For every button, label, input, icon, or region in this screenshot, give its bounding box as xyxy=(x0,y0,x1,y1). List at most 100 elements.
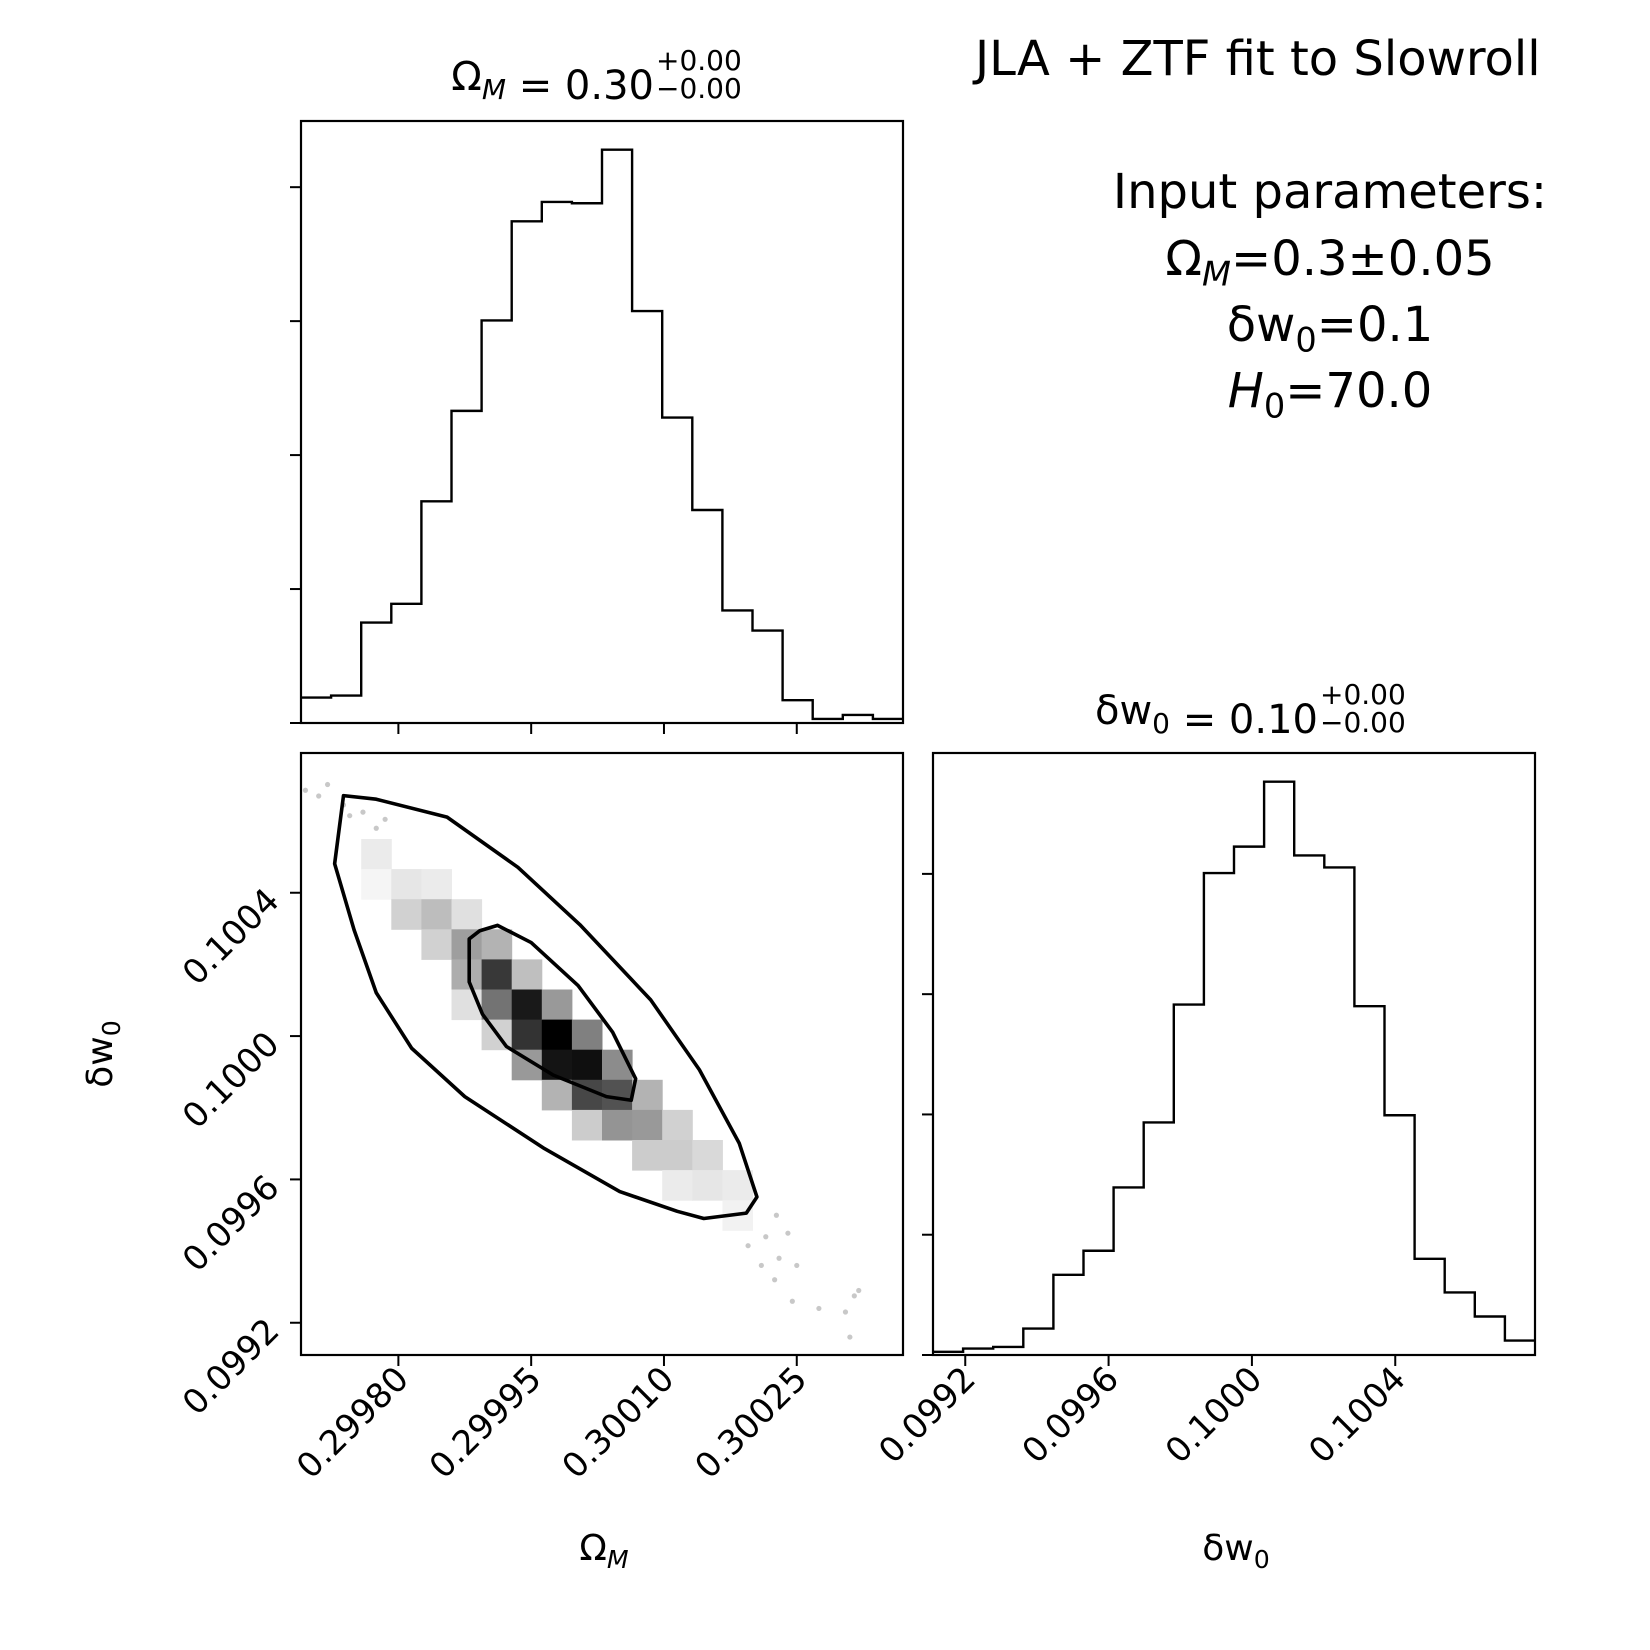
dw-hist-bin-bar xyxy=(1354,1006,1384,1355)
scatter-point xyxy=(842,1309,849,1315)
dw-y-axis-label-subscript: 0 xyxy=(97,1020,126,1036)
omega-m-histogram-panel xyxy=(290,119,905,734)
joint-frame xyxy=(299,751,905,1357)
dw-hist-frame xyxy=(931,751,1537,1357)
scatter-point xyxy=(776,1255,782,1261)
density-cell xyxy=(692,1140,723,1171)
dw-hist-bin-bar xyxy=(1114,1187,1144,1355)
dw-hist-bin-bar xyxy=(1324,867,1354,1355)
density-cell xyxy=(511,1019,543,1051)
dw-hist-bin-bar xyxy=(1084,1251,1114,1355)
omega-hist-bin-bar xyxy=(692,510,722,723)
density-cell xyxy=(571,1019,603,1051)
dw-x-axis-label: δw0 xyxy=(1202,1528,1270,1574)
omega-hist-bin-bar xyxy=(632,311,662,723)
input-parameter-line: δw0=0.1 xyxy=(1227,297,1434,360)
dw-hist-bin-bar xyxy=(1144,1122,1174,1355)
joint-x-tick-label: 0.29980 xyxy=(289,1359,417,1487)
density-cell xyxy=(361,839,392,870)
omega-panel-title: ΩM = 0.30 xyxy=(451,54,654,109)
omega-panel-title-minus-error: −0.00 xyxy=(656,72,742,105)
scatter-point xyxy=(816,1305,822,1312)
omega-hist-series-line xyxy=(301,148,903,721)
scatter-point xyxy=(763,1234,769,1240)
scatter-point xyxy=(847,1334,853,1340)
omega-hist-bin-bar xyxy=(542,202,572,723)
joint-y-tick-label: 0.1004 xyxy=(175,881,287,993)
density-cell xyxy=(662,1170,693,1201)
joint-y-tick-label: 0.0996 xyxy=(175,1167,287,1279)
input-parameter-line-subscript: M xyxy=(1202,255,1231,294)
dw-panel-title-minus-error: −0.00 xyxy=(1320,706,1406,739)
density-cell xyxy=(662,1140,693,1171)
dw-panel-title-value: = 0.10 xyxy=(1170,697,1318,743)
density-cell xyxy=(541,1019,573,1051)
omega-hist-bin-bar xyxy=(722,610,752,723)
dw-y-axis-label-symbol: δw xyxy=(80,1036,121,1087)
omega-panel-title-symbol: Ω xyxy=(451,54,482,100)
omega-hist-bin-bar xyxy=(301,698,331,723)
scatter-point xyxy=(856,1287,862,1294)
density-cell xyxy=(632,1140,663,1171)
dw-hist-bin-bar xyxy=(1204,873,1234,1355)
density-cell xyxy=(692,1170,723,1201)
scatter-point xyxy=(851,1293,857,1299)
density-cell xyxy=(421,929,452,960)
density-cell xyxy=(361,869,392,900)
omega-hist-bin-bar xyxy=(421,501,451,723)
dw-hist-bin-bar xyxy=(1174,1005,1204,1355)
dw-hist-x-tick-label: 0.1004 xyxy=(1301,1359,1413,1471)
density-cell xyxy=(662,1109,693,1141)
omega-hist-bin-bar xyxy=(783,700,813,723)
dw-hist-bin-bar xyxy=(1505,1341,1535,1355)
input-parameter-line-subscript: 0 xyxy=(1295,321,1316,360)
density-cell xyxy=(421,899,452,930)
scatter-point xyxy=(360,809,366,815)
joint-x-tick-label: 0.30010 xyxy=(555,1359,683,1487)
dw-hist-bin-bar xyxy=(1385,1115,1415,1355)
dw-hist-bin-bar xyxy=(1294,855,1324,1355)
density-cell xyxy=(451,959,483,990)
input-parameter-line-symbol: δw xyxy=(1227,297,1296,353)
density-cell xyxy=(602,1109,633,1141)
figure-title: JLA + ZTF fit to Slowroll xyxy=(972,31,1541,87)
scatter-point xyxy=(347,813,353,819)
input-parameter-line-rest: =70.0 xyxy=(1285,363,1432,419)
dw-panel-title: δw0 = 0.10 xyxy=(1095,688,1318,743)
joint-x-tick-label: 0.30025 xyxy=(687,1359,815,1487)
density-cell xyxy=(571,1049,603,1081)
input-parameter-line-symbol: H xyxy=(1228,363,1264,419)
density-cell xyxy=(571,1109,603,1141)
dw-hist-bin-bar xyxy=(993,1347,1023,1355)
dw-hist-bin-bar xyxy=(1415,1259,1445,1355)
omega-x-axis-label: ΩM xyxy=(579,1528,629,1574)
dw-panel-title-subscript: 0 xyxy=(1152,707,1170,740)
omega-panel-title-value: = 0.30 xyxy=(506,63,654,109)
scatter-point xyxy=(382,816,388,822)
density-cell xyxy=(541,1079,573,1111)
joint-y-tick-label: 0.0992 xyxy=(175,1311,287,1423)
scatter-point xyxy=(758,1262,764,1269)
scatter-point xyxy=(773,1212,780,1218)
scatter-point xyxy=(316,793,322,799)
dw-y-axis-label: δw0 xyxy=(80,1020,126,1088)
dw-hist-bin-bar xyxy=(1264,782,1294,1355)
omega-hist-bin-bar xyxy=(361,623,391,723)
omega-panel-title-plus-error: +0.00 xyxy=(656,44,742,77)
dw-hist-series-line xyxy=(933,780,1535,1353)
dw-x-axis-label-symbol: δw xyxy=(1202,1528,1253,1569)
omega-x-axis-label-symbol: Ω xyxy=(579,1528,607,1569)
density-cell xyxy=(391,899,422,930)
omega-hist-bin-bar xyxy=(452,411,482,723)
scatter-point xyxy=(302,787,309,793)
scatter-point xyxy=(789,1298,795,1304)
density-cell xyxy=(632,1079,663,1111)
density-cell xyxy=(451,899,483,930)
scatter-point xyxy=(745,1243,751,1249)
dw-hist-bin-bar xyxy=(1053,1275,1083,1355)
input-parameter-line-rest: =0.1 xyxy=(1317,297,1434,353)
density-cell xyxy=(511,959,543,990)
dw-panel-title-plus-error: +0.00 xyxy=(1320,678,1406,711)
density-cell xyxy=(541,989,573,1021)
